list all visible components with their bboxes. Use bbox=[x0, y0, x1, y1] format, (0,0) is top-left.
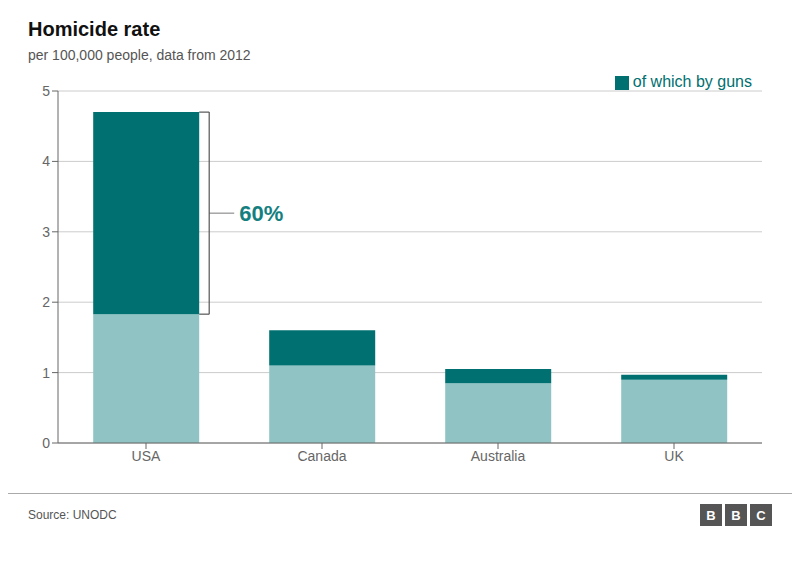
svg-text:Australia: Australia bbox=[471, 448, 526, 464]
svg-text:1: 1 bbox=[42, 365, 50, 381]
svg-text:0: 0 bbox=[42, 435, 50, 451]
html-text:Source: UNODC: Source: UNODC bbox=[28, 508, 117, 522]
svg-text:5: 5 bbox=[42, 83, 50, 99]
html-text:B: B bbox=[731, 507, 741, 523]
svg-text:60%: 60% bbox=[239, 201, 283, 226]
html-text:of which by guns: of which by guns bbox=[632, 73, 752, 90]
html-text:C: C bbox=[756, 507, 766, 523]
svg-text:UK: UK bbox=[664, 448, 684, 464]
svg-text:2: 2 bbox=[42, 294, 50, 310]
html-text:B: B bbox=[706, 507, 716, 523]
svg-text:4: 4 bbox=[42, 153, 50, 169]
html-text:Homicide rate: Homicide rate bbox=[28, 18, 161, 40]
svg-text:USA: USA bbox=[132, 448, 161, 464]
svg-text:3: 3 bbox=[42, 224, 50, 240]
html-text:per 100,000 people, data from: per 100,000 people, data from 2012 bbox=[28, 47, 251, 63]
svg-text:Canada: Canada bbox=[297, 448, 346, 464]
